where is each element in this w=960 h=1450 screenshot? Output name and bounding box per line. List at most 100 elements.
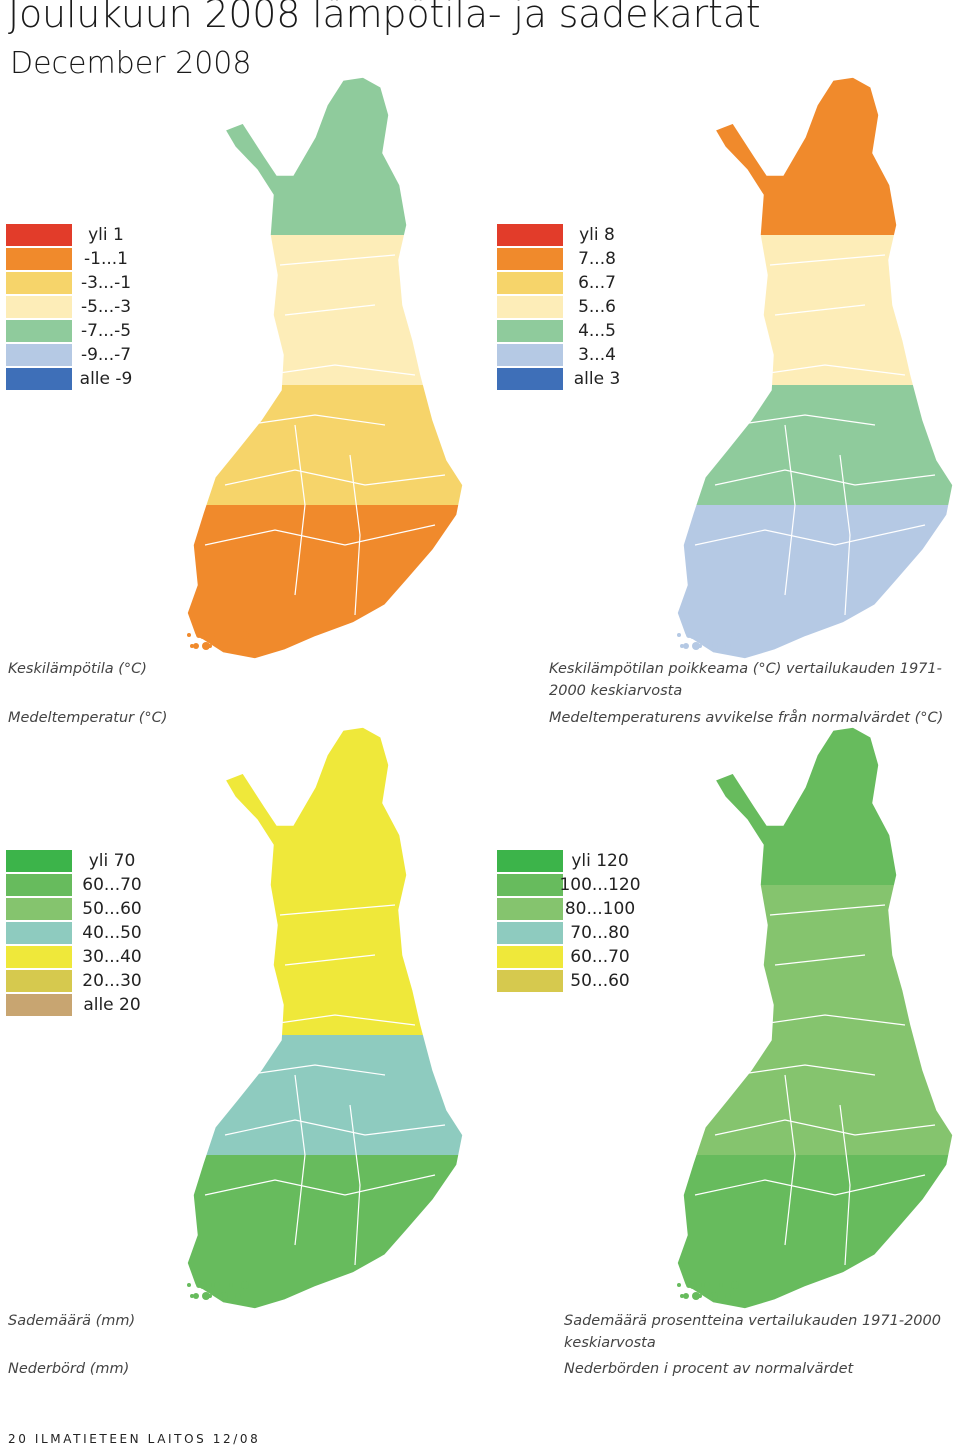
archipelago-island bbox=[704, 632, 710, 638]
legend-label: 7...8 bbox=[578, 249, 616, 269]
legend-swatch bbox=[497, 970, 563, 994]
finland-outline bbox=[676, 76, 954, 660]
legend-swatch bbox=[497, 946, 563, 970]
archipelago-island bbox=[214, 1282, 220, 1288]
archipelago-island bbox=[211, 633, 215, 637]
archipelago-island bbox=[731, 631, 739, 639]
legend-label: 50...60 bbox=[82, 899, 142, 919]
legend-swatch bbox=[6, 850, 72, 874]
map-zone bbox=[187, 1145, 463, 1309]
archipelago-island bbox=[719, 633, 723, 637]
region-border bbox=[734, 1064, 876, 1076]
archipelago-island bbox=[692, 1292, 700, 1300]
legend-swatch bbox=[497, 922, 563, 946]
archipelago-island bbox=[680, 1294, 684, 1298]
legend-label: 80...100 bbox=[564, 899, 636, 919]
legend-label: -5...-3 bbox=[80, 297, 132, 317]
archipelago-island bbox=[692, 642, 700, 650]
map-zones bbox=[677, 77, 953, 659]
archipelago-island bbox=[686, 632, 692, 638]
legend-swatch bbox=[6, 344, 72, 368]
legend-label: -1...1 bbox=[84, 249, 128, 269]
archipelago-island bbox=[683, 1293, 689, 1299]
legend-label: 20...30 bbox=[82, 971, 142, 991]
finland-map-precipitation bbox=[186, 726, 464, 1310]
archipelago-island bbox=[241, 631, 249, 639]
archipelago-island bbox=[190, 1294, 194, 1298]
region-border bbox=[349, 1104, 361, 1266]
legend-label: alle 3 bbox=[573, 369, 621, 389]
legend-label: -3...-1 bbox=[80, 273, 132, 293]
legend-label: alle 20 bbox=[83, 995, 141, 1015]
legend-label: 3...4 bbox=[578, 345, 616, 365]
map-zone bbox=[677, 1025, 953, 1155]
map-zone bbox=[187, 727, 463, 885]
archipelago-island bbox=[187, 633, 191, 637]
finland-map-mean-temperature bbox=[186, 76, 464, 660]
archipelago-island bbox=[725, 643, 731, 649]
archipelago-island bbox=[719, 1283, 723, 1287]
finland-outline bbox=[186, 76, 464, 660]
legend-swatch bbox=[497, 248, 563, 272]
legend-swatch bbox=[497, 344, 563, 368]
caption-sv-temperature-anomaly: Medeltemperaturens avvikelse från normal… bbox=[549, 710, 944, 726]
region-border bbox=[839, 454, 851, 616]
legend-swatch bbox=[6, 898, 72, 922]
archipelago-island bbox=[707, 643, 713, 649]
legend-label: 70...80 bbox=[570, 923, 630, 943]
region-border bbox=[769, 904, 886, 916]
archipelago-island bbox=[707, 1293, 713, 1299]
region-border bbox=[694, 1174, 926, 1196]
legend-swatch bbox=[6, 970, 72, 994]
region-border bbox=[734, 414, 876, 426]
legend-swatch bbox=[6, 994, 72, 1018]
region-border bbox=[244, 1064, 386, 1076]
archipelago-island bbox=[680, 644, 684, 648]
map-zone bbox=[187, 77, 463, 235]
region-border bbox=[244, 414, 386, 426]
archipelago-island bbox=[731, 1281, 739, 1289]
legend-label: 5...6 bbox=[578, 297, 616, 317]
region-border bbox=[774, 954, 866, 966]
region-border bbox=[714, 469, 936, 486]
caption-fi-temperature-anomaly: Keskilämpötilan poikkeama (°C) vertailuk… bbox=[549, 661, 942, 699]
region-borders bbox=[694, 904, 936, 1266]
region-border bbox=[349, 454, 361, 616]
region-border bbox=[264, 364, 416, 376]
archipelago-island bbox=[187, 1283, 191, 1287]
region-border bbox=[784, 1074, 796, 1246]
legend-label: 30...40 bbox=[82, 947, 142, 967]
legend-swatch bbox=[497, 224, 563, 248]
archipelago-island bbox=[701, 1283, 705, 1287]
map-zone bbox=[677, 727, 953, 885]
caption-fi-mean-temperature: Keskilämpötila (°C) bbox=[8, 661, 147, 677]
map-zones bbox=[677, 727, 953, 1309]
archipelago-island bbox=[235, 1293, 241, 1299]
map-zone bbox=[677, 77, 953, 235]
caption-fi-precipitation-percent: Sademäärä prosentteina vertailukauden 19… bbox=[564, 1313, 941, 1351]
region-border bbox=[774, 304, 866, 316]
finland-outline bbox=[186, 726, 464, 1310]
archipelago-island bbox=[704, 1282, 710, 1288]
legend-label: yli 1 bbox=[88, 225, 124, 245]
caption-sv-precipitation: Nederbörd (mm) bbox=[8, 1361, 130, 1377]
legend-label: 100...120 bbox=[559, 875, 641, 895]
archipelago-island bbox=[229, 1283, 233, 1287]
page-subtitle: December 2008 bbox=[10, 46, 252, 81]
legend-swatch bbox=[6, 296, 72, 320]
finland-outline bbox=[676, 726, 954, 1310]
legend-label: alle -9 bbox=[79, 369, 133, 389]
region-border bbox=[769, 254, 886, 266]
region-border bbox=[714, 1119, 936, 1136]
region-borders bbox=[204, 254, 446, 616]
legend-swatch bbox=[6, 922, 72, 946]
region-border bbox=[284, 954, 376, 966]
legend-label: 60...70 bbox=[570, 947, 630, 967]
legend-swatch bbox=[6, 248, 72, 272]
legend-label: yli 70 bbox=[88, 851, 136, 871]
legend-swatch bbox=[6, 874, 72, 898]
region-border bbox=[754, 1014, 906, 1026]
archipelago-island bbox=[196, 1282, 202, 1288]
legend-label: 40...50 bbox=[82, 923, 142, 943]
legend-swatch bbox=[497, 850, 563, 874]
